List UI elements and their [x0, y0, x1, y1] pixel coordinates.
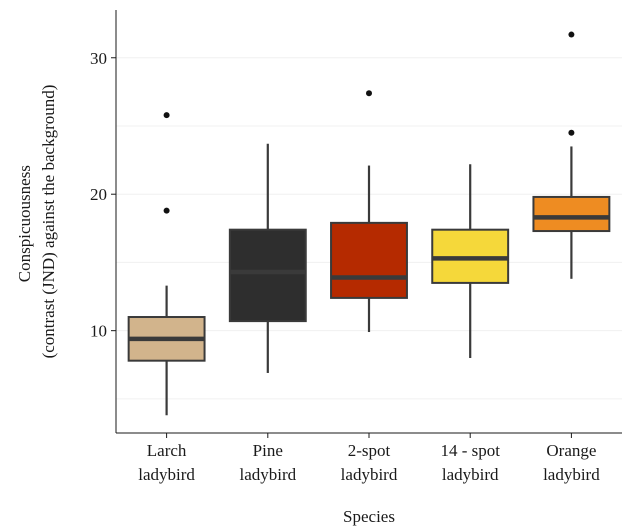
y-axis-title-line-2: (contrast (JND) against the background)	[39, 85, 58, 359]
y-axis-ticks: 10 20 30	[90, 49, 116, 341]
x-tick-label-line: ladybird	[239, 465, 296, 484]
box-3	[330, 90, 408, 333]
outlier-point	[568, 31, 575, 38]
x-tick-label-line: 14 - spot	[440, 441, 500, 460]
outlier-point	[163, 207, 170, 214]
outlier-point	[366, 90, 372, 97]
outlier-point	[163, 112, 170, 119]
box-4	[431, 164, 510, 358]
box-1	[127, 112, 206, 416]
x-tick-label: Larch ladybird	[138, 441, 195, 484]
y-axis-title: Conspicuousness (contrast (JND) against …	[15, 85, 58, 359]
box-rect	[330, 221, 408, 299]
x-tick-label-line: Orange	[546, 441, 596, 460]
box-2	[228, 143, 307, 373]
box-rect	[228, 228, 307, 323]
x-axis-title: Species	[343, 507, 395, 526]
box-5	[532, 31, 611, 279]
outlier-point	[568, 129, 575, 136]
y-tick-label: 30	[90, 49, 107, 68]
x-tick-label-line: ladybird	[543, 465, 600, 484]
x-tick-label: 2-spot ladybird	[341, 441, 398, 484]
y-axis-title-line-1: Conspicuousness	[15, 165, 34, 282]
x-tick-label-line: Pine	[253, 441, 283, 460]
x-tick-label: 14 - spot ladybird	[440, 441, 500, 484]
y-tick-label: 10	[90, 322, 107, 341]
y-tick-label: 20	[90, 185, 107, 204]
x-tick-label-line: 2-spot	[348, 441, 391, 460]
x-tick-label-line: ladybird	[341, 465, 398, 484]
x-tick-label: Pine ladybird	[239, 441, 296, 484]
x-tick-label-line: Larch	[147, 441, 187, 460]
x-tick-label: Orange ladybird	[543, 441, 600, 484]
box-series	[127, 31, 611, 416]
x-tick-label-line: ladybird	[138, 465, 195, 484]
x-tick-label-line: ladybird	[442, 465, 499, 484]
box-rect	[532, 195, 611, 233]
